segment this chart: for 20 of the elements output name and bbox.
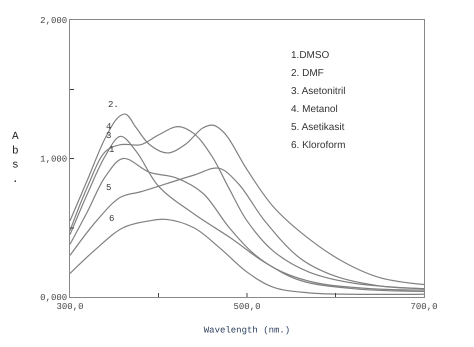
annotation: 3. Asetonitril bbox=[291, 86, 346, 97]
annotation: 4 bbox=[106, 122, 112, 132]
annotation: 4. Metanol bbox=[291, 104, 338, 115]
annotation: 2. bbox=[108, 100, 119, 110]
x-tick-label: 300,0 bbox=[56, 302, 84, 312]
annotation: 6. Kloroform bbox=[291, 140, 346, 151]
y-axis-title: Abs. bbox=[12, 131, 19, 186]
annotation: 1 bbox=[109, 145, 114, 155]
annotation: 2. DMF bbox=[291, 68, 324, 79]
x-axis-title: Wavelength (nm.) bbox=[204, 326, 290, 336]
annotation: 1.DMSO bbox=[291, 50, 330, 61]
annotation: 5 bbox=[106, 183, 112, 193]
x-tick-label: 700,0 bbox=[410, 302, 438, 312]
annotation: 6 bbox=[109, 214, 114, 224]
annotation: 3 bbox=[106, 131, 112, 141]
y-tick-label: 0,000 bbox=[40, 293, 68, 304]
x-tick-label: 500,0 bbox=[233, 302, 261, 312]
y-tick-label: 1,000 bbox=[40, 154, 68, 165]
y-tick-label: 2,000 bbox=[40, 16, 68, 26]
annotation: 5. Asetikasit bbox=[291, 122, 345, 133]
